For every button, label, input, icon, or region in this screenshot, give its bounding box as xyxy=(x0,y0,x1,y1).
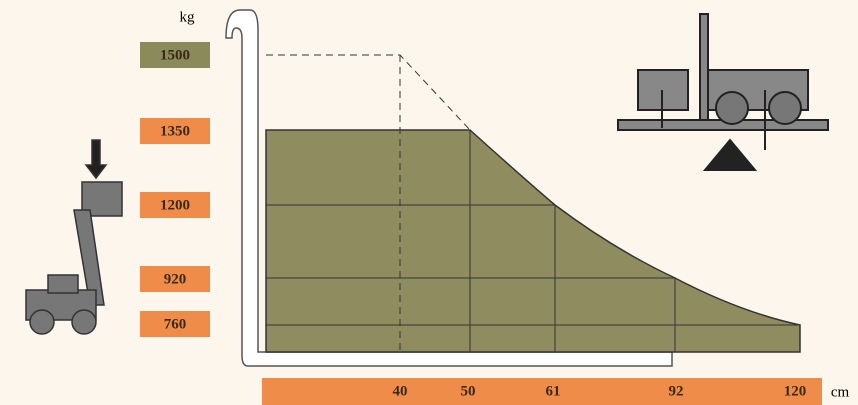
y-unit: kg xyxy=(180,9,196,25)
y-label: 1500 xyxy=(160,47,190,63)
x-unit: cm xyxy=(831,384,850,400)
x-label: 50 xyxy=(461,383,476,399)
x-label: 120 xyxy=(784,383,807,399)
y-label: 920 xyxy=(164,271,187,287)
load-chart: kg 1500 1350 1200 920 760 40 50 61 92 12… xyxy=(0,0,858,405)
x-label: 92 xyxy=(669,383,684,399)
y-label: 1200 xyxy=(160,197,190,213)
x-label: 40 xyxy=(393,383,408,399)
y-label: 1350 xyxy=(160,123,190,139)
y-label: 760 xyxy=(164,316,187,332)
x-label: 61 xyxy=(546,383,561,399)
page: kg 1500 1350 1200 920 760 40 50 61 92 12… xyxy=(0,0,858,405)
x-bar xyxy=(262,378,822,405)
